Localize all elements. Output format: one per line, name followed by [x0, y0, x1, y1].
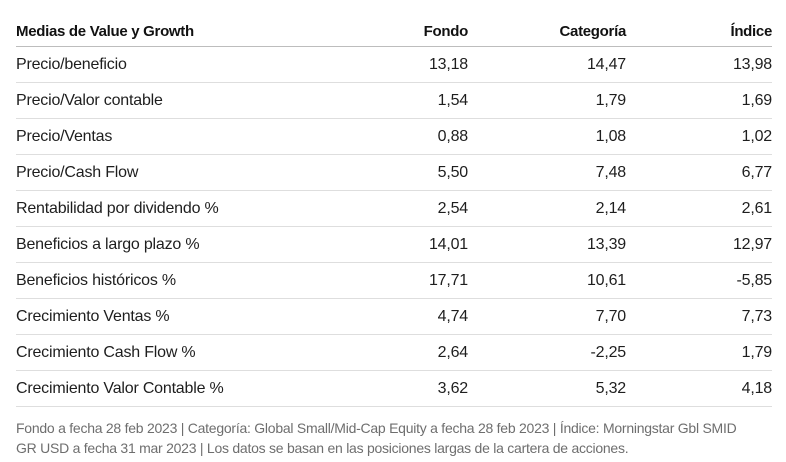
row-category-value: 14,47	[468, 46, 626, 83]
table-row: Rentabilidad por dividendo % 2,54 2,14 2,61	[16, 190, 772, 227]
row-index-value: 1,69	[626, 82, 772, 119]
footnote-line-1: Fondo a fecha 28 feb 2023 | Categoría: G…	[16, 420, 737, 436]
row-fund-value: 5,50	[386, 154, 468, 191]
row-category-value: 10,61	[468, 262, 626, 299]
row-fund-value: 2,54	[386, 190, 468, 227]
row-index-value: -5,85	[626, 262, 772, 299]
table-row: Crecimiento Valor Contable % 3,62 5,32 4,18	[16, 370, 772, 407]
row-category-value: 2,14	[468, 190, 626, 227]
row-category-value: 5,32	[468, 370, 626, 407]
row-metric-label: Precio/beneficio	[16, 46, 386, 83]
row-metric-label: Precio/Cash Flow	[16, 154, 386, 191]
table-body: Precio/beneficio 13,18 14,47 13,98 Precio/Va…	[16, 46, 772, 407]
table-row: Precio/Ventas 0,88 1,08 1,02	[16, 118, 772, 155]
row-metric-label: Rentabilidad por dividendo %	[16, 190, 386, 227]
table-header-row: Medias de Value y Growth Fondo Categoría…	[16, 17, 772, 47]
row-index-value: 6,77	[626, 154, 772, 191]
header-metric: Medias de Value y Growth	[16, 17, 386, 47]
footnote: Fondo a fecha 28 feb 2023 | Categoría: G…	[16, 418, 776, 458]
row-metric-label: Crecimiento Ventas %	[16, 298, 386, 335]
header-index: Índice	[626, 17, 772, 47]
table-row: Beneficios históricos % 17,71 10,61 -5,85	[16, 262, 772, 299]
row-category-value: 13,39	[468, 226, 626, 263]
value-growth-table: Medias de Value y Growth Fondo Categoría…	[16, 17, 772, 407]
row-index-value: 13,98	[626, 46, 772, 83]
header-category: Categoría	[468, 17, 626, 47]
row-index-value: 7,73	[626, 298, 772, 335]
row-fund-value: 4,74	[386, 298, 468, 335]
table-row: Crecimiento Cash Flow % 2,64 -2,25 1,79	[16, 334, 772, 371]
row-metric-label: Crecimiento Valor Contable %	[16, 370, 386, 407]
table-row: Precio/Cash Flow 5,50 7,48 6,77	[16, 154, 772, 191]
row-fund-value: 17,71	[386, 262, 468, 299]
row-fund-value: 13,18	[386, 46, 468, 83]
table-row: Precio/beneficio 13,18 14,47 13,98	[16, 46, 772, 83]
table-row: Beneficios a largo plazo % 14,01 13,39 12,9…	[16, 226, 772, 263]
row-metric-label: Crecimiento Cash Flow %	[16, 334, 386, 371]
row-index-value: 2,61	[626, 190, 772, 227]
row-index-value: 1,79	[626, 334, 772, 371]
row-metric-label: Precio/Ventas	[16, 118, 386, 155]
row-fund-value: 1,54	[386, 82, 468, 119]
table-row: Precio/Valor contable 1,54 1,79 1,69	[16, 82, 772, 119]
row-metric-label: Precio/Valor contable	[16, 82, 386, 119]
row-metric-label: Beneficios a largo plazo %	[16, 226, 386, 263]
row-fund-value: 2,64	[386, 334, 468, 371]
row-category-value: 7,48	[468, 154, 626, 191]
footnote-line-2: GR USD a fecha 31 mar 2023 | Los datos s…	[16, 440, 629, 456]
row-metric-label: Beneficios históricos %	[16, 262, 386, 299]
row-fund-value: 0,88	[386, 118, 468, 155]
table-row: Crecimiento Ventas % 4,74 7,70 7,73	[16, 298, 772, 335]
row-category-value: -2,25	[468, 334, 626, 371]
row-category-value: 1,08	[468, 118, 626, 155]
row-index-value: 4,18	[626, 370, 772, 407]
row-index-value: 12,97	[626, 226, 772, 263]
row-fund-value: 14,01	[386, 226, 468, 263]
header-fund: Fondo	[386, 17, 468, 47]
row-index-value: 1,02	[626, 118, 772, 155]
row-category-value: 7,70	[468, 298, 626, 335]
row-category-value: 1,79	[468, 82, 626, 119]
row-fund-value: 3,62	[386, 370, 468, 407]
